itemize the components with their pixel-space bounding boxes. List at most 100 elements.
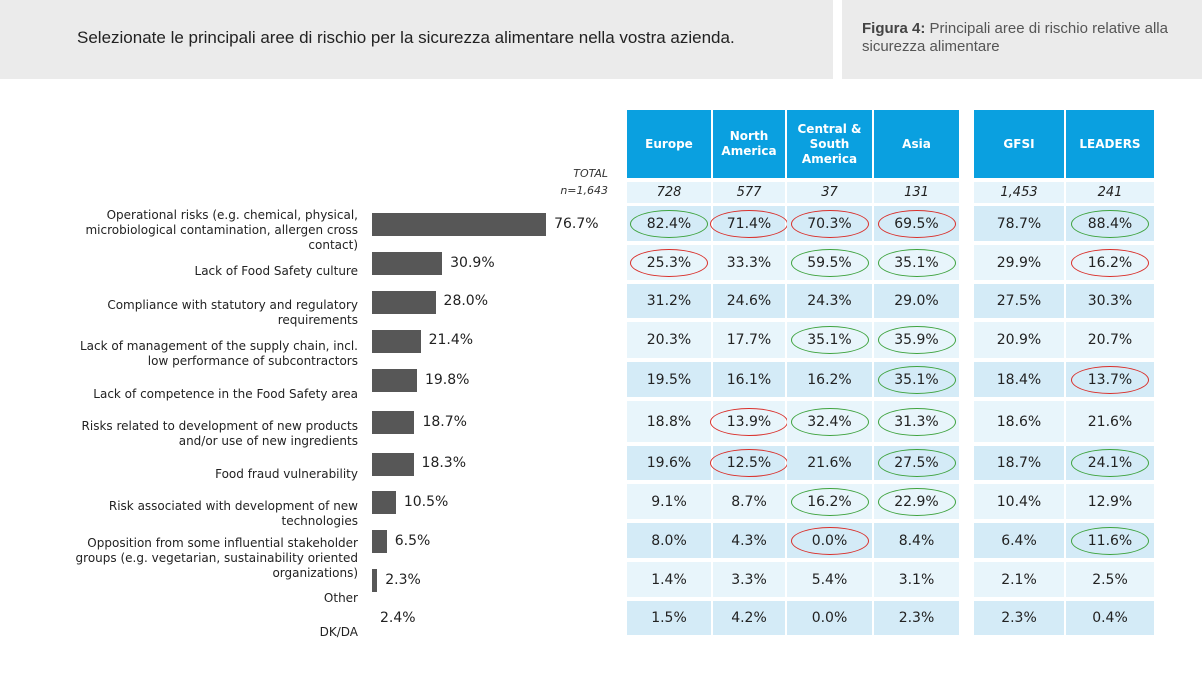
bar-value-label: 18.3% (421, 455, 467, 471)
table-cell: 2.5% (1066, 562, 1154, 597)
column-n: 728 (627, 182, 711, 203)
cell-value: 24.6% (726, 293, 772, 309)
red-highlight-oval (790, 209, 869, 238)
category-label: Lack of Food Safety culture (194, 264, 358, 278)
cell-value: 19.5% (646, 371, 692, 388)
red-highlight-oval (630, 248, 708, 277)
cell-value: 2.3% (1001, 610, 1037, 626)
green-highlight-oval (630, 209, 708, 238)
cell-value: 0.0% (811, 610, 848, 626)
bar (372, 369, 417, 392)
table-cell: 16.1% (713, 362, 785, 397)
cell-value: 5.4% (811, 571, 848, 588)
table-cell: 0.0% (787, 601, 872, 635)
column-header: LEADERS (1066, 110, 1154, 178)
table-cell: 18.7% (974, 446, 1064, 480)
category-label: Operational risks (e.g. chemical, physic… (85, 208, 358, 252)
figure-caption: Figura 4: Principali aree di rischio rel… (862, 20, 1182, 56)
category-label: Risks related to development of new prod… (81, 419, 358, 448)
column-header: North America (713, 110, 785, 178)
cell-value: 22.9% (894, 493, 939, 510)
column-n: 37 (787, 182, 872, 203)
bar-value-label: 6.5% (394, 532, 431, 549)
table-cell: 12.5% (710, 446, 788, 480)
cell-value: 12.9% (1087, 493, 1133, 510)
question-banner: Selezionate le principali aree di rischi… (0, 0, 833, 79)
cell-value: 2.1% (1001, 571, 1037, 588)
cell-value: 31.3% (894, 413, 939, 430)
table-cell: 3.3% (713, 562, 785, 597)
cell-value: 18.8% (646, 413, 692, 430)
table-cell: 4.2% (713, 601, 785, 635)
green-highlight-oval (877, 449, 956, 477)
bar-value-label: 18.7% (422, 413, 467, 430)
cell-value: 12.5% (726, 455, 772, 471)
table-cell: 24.3% (787, 284, 872, 318)
cell-value: 33.3% (726, 254, 772, 271)
figure-title: Principali aree di rischio relative alla… (862, 20, 1168, 55)
green-highlight-oval (790, 248, 869, 277)
cell-value: 9.1% (651, 493, 687, 510)
green-highlight-oval (877, 365, 956, 394)
cell-value: 27.5% (894, 455, 939, 471)
bar-value-label: 19.8% (424, 371, 470, 388)
table-cell: 18.6% (974, 401, 1064, 442)
cell-value: 27.5% (996, 293, 1042, 309)
category-label: Opposition from some influential stakeho… (75, 536, 358, 580)
cell-value: 16.2% (1087, 254, 1133, 271)
table-cell: 27.5% (874, 446, 959, 480)
bar-value-label: 30.9% (450, 254, 495, 271)
table-cell: 59.5% (787, 245, 872, 280)
table-cell: 20.3% (627, 322, 711, 358)
cell-value: 18.6% (996, 413, 1042, 430)
bar (372, 329, 421, 353)
table-cell: 9.1% (627, 484, 711, 519)
table-cell: 10.4% (974, 484, 1064, 519)
cell-value: 29.0% (894, 293, 939, 309)
table-cell: 11.6% (1066, 523, 1154, 558)
figure-banner: Figura 4: Principali aree di rischio rel… (842, 0, 1202, 79)
table-cell: 16.2% (787, 484, 872, 519)
table-cell: 8.7% (713, 484, 785, 519)
cell-value: 3.3% (731, 571, 767, 588)
bar-value-label: 2.3% (385, 571, 421, 588)
table-cell: 4.3% (713, 523, 785, 558)
table-cell: 0.0% (787, 523, 872, 558)
cell-value: 8.7% (731, 493, 767, 510)
cell-value: 29.9% (996, 254, 1042, 271)
table-cell: 12.9% (1066, 484, 1154, 519)
cell-value: 24.3% (807, 293, 852, 309)
cell-value: 19.6% (646, 455, 692, 471)
table-cell: 1.5% (627, 601, 711, 635)
total-label: TOTAL (573, 167, 608, 180)
cell-value: 11.6% (1087, 532, 1133, 549)
table-cell: 13.7% (1066, 362, 1154, 397)
table-cell: 20.9% (974, 322, 1064, 358)
table-cell: 8.0% (627, 523, 711, 558)
table-cell: 35.1% (874, 245, 959, 280)
figure-label: Figura 4: (862, 20, 926, 37)
table-cell: 27.5% (974, 284, 1064, 318)
table-cell: 71.4% (710, 206, 788, 241)
red-highlight-oval (877, 209, 956, 238)
category-label: Compliance with statutory and regulatory… (107, 298, 358, 327)
cell-value: 32.4% (807, 413, 852, 430)
cell-value: 78.7% (996, 215, 1042, 232)
category-label: DK/DA (319, 625, 358, 639)
table-cell: 0.4% (1066, 601, 1154, 635)
table-cell: 18.8% (627, 401, 711, 442)
category-label: Lack of management of the supply chain, … (79, 339, 358, 368)
table-cell: 31.3% (874, 401, 959, 442)
cell-value: 31.2% (646, 293, 692, 309)
cell-value: 69.5% (894, 215, 939, 232)
cell-value: 16.2% (807, 493, 852, 510)
green-highlight-oval (790, 487, 869, 516)
cell-value: 88.4% (1087, 215, 1133, 232)
bar-value-label: 10.5% (403, 493, 449, 510)
table-cell: 5.4% (787, 562, 872, 597)
cell-value: 82.4% (646, 215, 692, 232)
table-cell: 31.2% (627, 284, 711, 318)
table-cell: 24.6% (713, 284, 785, 318)
cell-value: 6.4% (1001, 532, 1037, 549)
green-highlight-oval (877, 326, 956, 354)
